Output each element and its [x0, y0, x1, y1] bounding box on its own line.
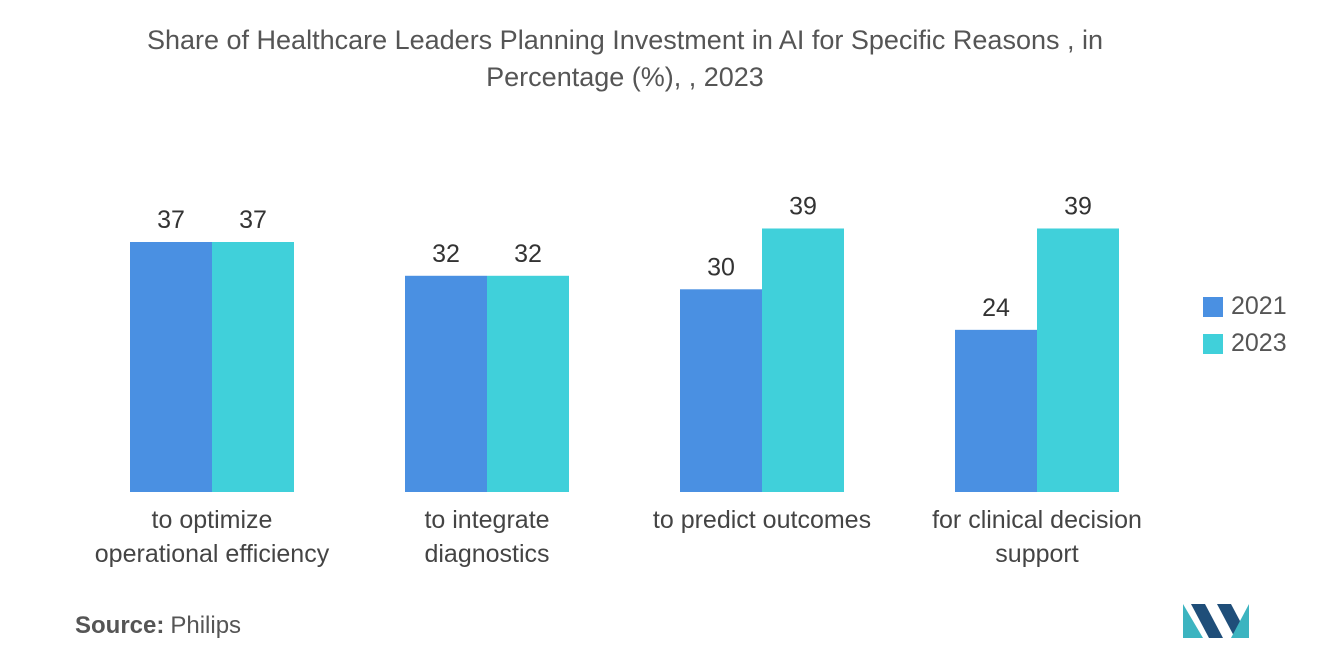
chart-legend: 2021 2023	[1203, 288, 1287, 362]
data-label-2023-3: 39	[789, 192, 817, 220]
legend-swatch-2023	[1203, 333, 1223, 354]
category-label-2-line-1: to integrate	[424, 506, 549, 534]
bar-2021-2[interactable]	[405, 275, 487, 492]
category-label-2-line-2: diagnostics	[424, 540, 549, 568]
logo-shape-1	[1183, 604, 1203, 638]
bar-2023-1[interactable]	[212, 242, 294, 492]
logo-shape-4	[1231, 604, 1249, 638]
bar-2021-1[interactable]	[130, 242, 212, 492]
chart-title: Share of Healthcare Leaders Planning Inv…	[60, 22, 1190, 96]
bar-2021-4[interactable]	[955, 329, 1037, 492]
logo-shape-2	[1191, 604, 1223, 638]
data-label-2023-2: 32	[514, 240, 542, 268]
category-label-1-line-1: to optimize	[152, 506, 273, 534]
data-label-2021-3: 30	[707, 253, 735, 281]
legend-swatch-2021	[1203, 296, 1223, 317]
data-label-2023-1: 37	[239, 206, 267, 234]
legend-item-2021[interactable]: 2021	[1203, 288, 1287, 325]
bar-chart: 37 37 to optimize operational efficiency 32 3…	[95, 192, 1142, 568]
source-label: Source:	[75, 612, 165, 639]
bar-2023-3[interactable]	[762, 228, 844, 492]
source-value: Philips	[170, 612, 242, 639]
category-label-3-line-1: to predict outcomes	[653, 506, 871, 534]
chart-title-line-2: Percentage (%), , 2023	[486, 62, 764, 92]
category-label-4-line-2: support	[995, 540, 1078, 568]
mordor-logo-icon	[1183, 604, 1249, 638]
data-label-2023-4: 39	[1064, 192, 1092, 220]
legend-label-2023: 2023	[1231, 329, 1287, 357]
legend-item-2023[interactable]: 2023	[1203, 325, 1287, 362]
bar-2021-3[interactable]	[680, 289, 762, 492]
source-note: Source: Philips	[75, 612, 241, 640]
bar-2023-4[interactable]	[1037, 228, 1119, 492]
legend-label-2021: 2021	[1231, 292, 1287, 320]
data-label-2021-2: 32	[432, 240, 460, 268]
data-label-2021-4: 24	[982, 294, 1010, 322]
category-label-4-line-1: for clinical decision	[932, 506, 1142, 534]
category-label-1-line-2: operational efficiency	[95, 540, 330, 568]
bar-2023-2[interactable]	[487, 275, 569, 492]
chart-title-line-1: Share of Healthcare Leaders Planning Inv…	[146, 25, 1104, 55]
data-label-2021-1: 37	[157, 206, 185, 234]
